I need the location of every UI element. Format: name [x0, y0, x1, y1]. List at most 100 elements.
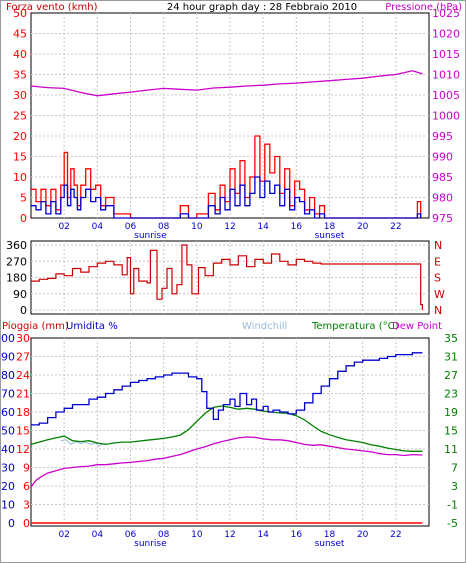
- pressure-tick-label: 975: [432, 212, 453, 225]
- wind-tick-label: 20: [13, 130, 27, 143]
- temperature-tick-label: 19: [444, 406, 458, 419]
- rain-tick-label: 24: [16, 369, 30, 382]
- rain-tick-label: 30: [16, 332, 30, 345]
- compass-tick-label: N: [434, 239, 442, 252]
- sunrise-label: sunrise: [134, 231, 167, 241]
- pressure-tick-label: 990: [432, 151, 453, 164]
- hour-tick-label: 14: [257, 222, 269, 232]
- wind-average-line: [31, 176, 422, 219]
- rain-tick-label: 0: [23, 517, 30, 530]
- hour-tick-label: 02: [58, 222, 69, 232]
- humidity-tick-label: 10: [1, 499, 15, 512]
- humidity-line: [31, 352, 423, 426]
- rain-tick-label: 3: [23, 499, 30, 512]
- direction-tick-label: 0: [20, 304, 27, 317]
- hour-tick-label: 22: [390, 222, 401, 232]
- chart-title: 24 hour graph day : 28 Febbraio 2010: [167, 2, 357, 13]
- hour-tick-label: 04: [92, 530, 104, 540]
- temperature-tick-label: 7: [451, 462, 458, 475]
- hour-tick-label: 06: [125, 530, 137, 540]
- hour-tick-label: 04: [92, 222, 104, 232]
- humidity-axis-title: Umidita %: [66, 321, 118, 332]
- pressure-tick-label: 995: [432, 130, 453, 143]
- humidity-tick-label: 50: [1, 425, 15, 438]
- hour-tick-label: 16: [291, 530, 303, 540]
- hour-tick-label: 12: [224, 222, 235, 232]
- hour-tick-label: 18: [324, 222, 336, 232]
- rain-axis-title: Pioggia (mm): [2, 321, 69, 332]
- hour-tick-label: 14: [257, 530, 269, 540]
- wind-tick-label: 35: [13, 69, 27, 82]
- rain-tick-label: 6: [23, 480, 30, 493]
- hour-tick-label: 08: [158, 222, 170, 232]
- temperature-tick-label: -1: [447, 499, 458, 512]
- rain-tick-label: 18: [16, 406, 30, 419]
- hour-tick-label: 20: [357, 222, 369, 232]
- temperature-tick-label: 15: [444, 425, 458, 438]
- hour-tick-label: 18: [324, 530, 336, 540]
- pressure-tick-label: 980: [432, 192, 453, 205]
- pressure-tick-label: 1005: [432, 89, 460, 102]
- rain-tick-label: 15: [16, 425, 30, 438]
- hour-tick-label: 08: [158, 530, 170, 540]
- temperature-tick-label: 27: [444, 369, 458, 382]
- pressure-tick-label: 985: [432, 171, 453, 184]
- pressure-tick-label: 1020: [432, 28, 460, 41]
- compass-tick-label: S: [434, 272, 441, 285]
- humidity-tick-label: 20: [1, 480, 15, 493]
- wind-tick-label: 50: [13, 7, 27, 20]
- wind-tick-label: 45: [13, 28, 27, 41]
- temperature-tick-label: -5: [447, 517, 458, 530]
- temperature-line: [30, 405, 423, 452]
- humidity-tick-label: 70: [1, 388, 15, 401]
- sunrise-label: sunrise: [134, 539, 167, 549]
- humidity-tick-label: 80: [1, 369, 15, 382]
- temperature-axis-title: Temperatura (°C): [311, 321, 399, 332]
- humidity-tick-label: 90: [1, 351, 15, 364]
- pressure-tick-label: 1025: [432, 7, 460, 20]
- direction-tick-label: 270: [6, 255, 27, 268]
- windchill-legend-label: Windchill: [242, 321, 287, 332]
- direction-tick-label: 360: [6, 239, 27, 252]
- wind-gust-line: [31, 135, 422, 219]
- pressure-tick-label: 1010: [432, 69, 460, 82]
- hour-tick-label: 10: [191, 530, 203, 540]
- temperature-tick-label: 3: [451, 480, 458, 493]
- hour-tick-label: 20: [357, 530, 369, 540]
- hour-tick-label: 02: [58, 530, 69, 540]
- hour-tick-label: 12: [224, 530, 235, 540]
- wind-tick-label: 0: [20, 212, 27, 225]
- hour-tick-label: 22: [390, 530, 401, 540]
- wind-tick-label: 30: [13, 89, 27, 102]
- dew-point-axis-title: Dew Point: [392, 321, 442, 332]
- rain-tick-label: 21: [16, 388, 30, 401]
- humidity-tick-label: 100: [0, 332, 15, 345]
- wind-direction-line: [31, 244, 423, 310]
- sunset-label: sunset: [315, 539, 345, 549]
- pressure-line: [30, 70, 423, 97]
- hour-tick-label: 06: [125, 222, 137, 232]
- humidity-tick-label: 60: [1, 406, 15, 419]
- windchill-line: [60, 439, 106, 447]
- temperature-tick-label: 11: [444, 443, 458, 456]
- direction-tick-label: 180: [6, 272, 27, 285]
- pressure-axis-title: Pressione (hPa): [385, 2, 462, 13]
- wind-tick-label: 15: [13, 151, 27, 164]
- wind-speed-axis-title: Forza vento (kmh): [6, 2, 98, 13]
- humidity-tick-label: 0: [8, 517, 15, 530]
- direction-tick-label: 90: [13, 288, 27, 301]
- wind-tick-label: 40: [13, 48, 27, 61]
- hour-tick-label: 16: [291, 222, 303, 232]
- sunset-label: sunset: [315, 231, 345, 241]
- wind-tick-label: 25: [13, 110, 27, 123]
- humidity-tick-label: 30: [1, 462, 15, 475]
- dew-point-line: [30, 436, 423, 488]
- temperature-tick-label: 31: [444, 351, 458, 364]
- humidity-tick-label: 40: [1, 443, 15, 456]
- temperature-tick-label: 35: [444, 332, 458, 345]
- rain-tick-label: 12: [16, 443, 30, 456]
